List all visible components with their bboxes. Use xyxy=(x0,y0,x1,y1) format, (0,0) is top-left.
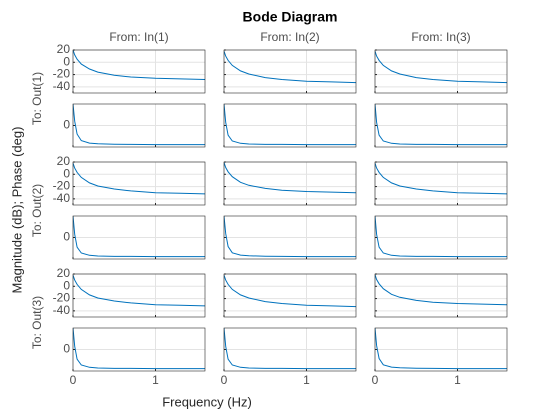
magnitude-line xyxy=(375,51,507,84)
phase-line xyxy=(375,328,507,370)
axes-box xyxy=(223,49,357,94)
y-tick-label: -20 xyxy=(53,179,71,193)
axes-box xyxy=(223,273,357,318)
x-tick-label: 1 xyxy=(303,373,310,387)
y-tick-label: 0 xyxy=(63,230,70,244)
column-label: From: In(2) xyxy=(260,30,319,44)
axes-box xyxy=(72,161,206,206)
x-tick-label: 0 xyxy=(372,373,379,387)
y-tick-label: -20 xyxy=(53,291,71,305)
y-tick-label: 0 xyxy=(63,166,70,180)
y-tick-label: -40 xyxy=(53,303,71,317)
axes-background xyxy=(375,162,507,205)
y-tick-label: 0 xyxy=(63,342,70,356)
phase-line xyxy=(224,216,356,258)
row-label: To: Out(3) xyxy=(30,296,44,349)
magnitude-line xyxy=(375,163,507,195)
axes-background xyxy=(224,50,356,93)
phase-line xyxy=(224,104,356,146)
magnitude-line xyxy=(224,275,356,308)
axes-background xyxy=(375,50,507,93)
magnitude-line xyxy=(73,163,205,195)
y-tick-label: 0 xyxy=(63,118,70,132)
magnitude-line xyxy=(224,51,356,84)
y-tick-label: 0 xyxy=(63,54,70,68)
x-tick-label: 1 xyxy=(152,373,159,387)
row-label: To: Out(1) xyxy=(30,72,44,125)
phase-line xyxy=(375,216,507,258)
axes-box xyxy=(374,161,508,206)
axes-box xyxy=(72,49,206,94)
x-tick-label: 0 xyxy=(70,373,77,387)
y-tick-label: 20 xyxy=(57,154,71,168)
row-label: To: Out(2) xyxy=(30,184,44,237)
column-label: From: In(3) xyxy=(411,30,470,44)
magnitude-line xyxy=(73,50,205,80)
y-tick-label: 20 xyxy=(57,266,71,280)
axes-background xyxy=(375,274,507,317)
axes-box xyxy=(72,273,206,318)
axes-box xyxy=(374,273,508,318)
magnitude-line xyxy=(375,274,507,306)
axes-background xyxy=(224,162,356,205)
y-tick-label: -20 xyxy=(53,67,71,81)
phase-line xyxy=(73,328,205,370)
x-axis-label: Frequency (Hz) xyxy=(162,394,252,409)
axes-background xyxy=(73,274,205,317)
axes-box xyxy=(374,49,508,94)
x-tick-label: 0 xyxy=(221,373,228,387)
phase-line xyxy=(375,104,507,146)
y-tick-label: 0 xyxy=(63,278,70,292)
y-tick-label: 20 xyxy=(57,42,71,56)
axes-background xyxy=(224,274,356,317)
phase-line xyxy=(73,104,205,146)
axes-box xyxy=(223,161,357,206)
y-tick-label: -40 xyxy=(53,79,71,93)
magnitude-line xyxy=(224,162,356,194)
phase-line xyxy=(224,328,356,370)
magnitude-line xyxy=(73,275,205,307)
axes-background xyxy=(73,162,205,205)
y-axis-label: Magnitude (dB); Phase (deg) xyxy=(9,127,24,294)
x-tick-label: 1 xyxy=(454,373,461,387)
chart-title: Bode Diagram xyxy=(243,9,338,25)
phase-line xyxy=(73,216,205,258)
column-label: From: In(1) xyxy=(109,30,168,44)
y-tick-label: -40 xyxy=(53,191,71,205)
